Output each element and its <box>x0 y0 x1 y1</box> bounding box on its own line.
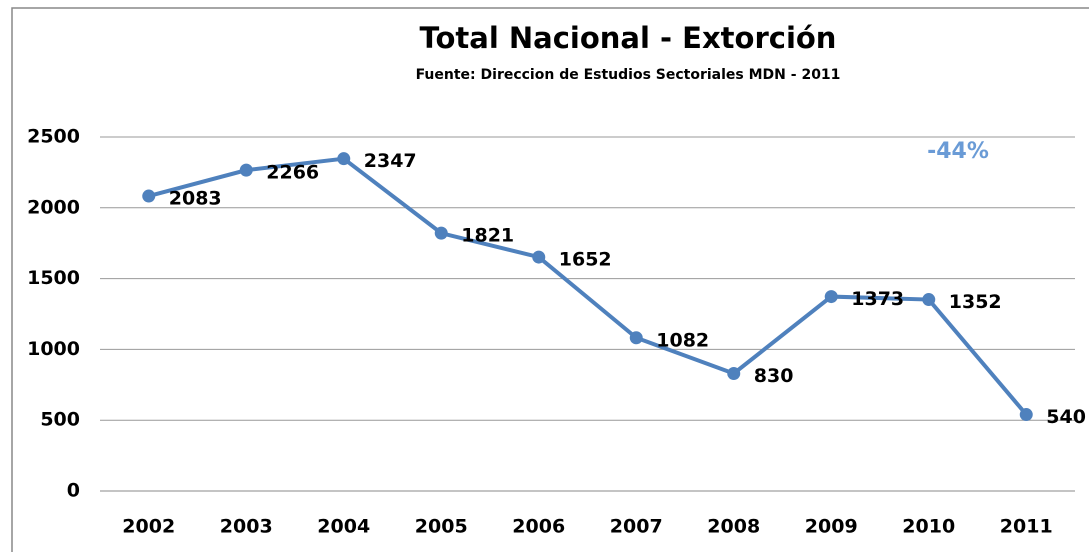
x-tick-label: 2003 <box>220 516 273 538</box>
data-label: 2083 <box>169 188 222 210</box>
y-tick-label: 0 <box>67 480 80 502</box>
point <box>629 331 643 345</box>
x-tick-label: 2005 <box>415 516 468 538</box>
y-tick-label: 2000 <box>27 196 80 218</box>
chart-frame <box>11 7 1089 552</box>
point <box>727 366 741 380</box>
line <box>148 156 1028 416</box>
point <box>824 290 838 304</box>
annotation: -44% <box>927 139 989 164</box>
point <box>532 250 546 264</box>
y-tick-label: 500 <box>40 409 80 431</box>
point <box>337 152 351 166</box>
data-label: 540 <box>1046 406 1086 428</box>
data-label: 830 <box>754 365 794 387</box>
point <box>434 226 448 240</box>
chart-title: Total Nacional - Extorción <box>420 21 837 55</box>
y-tick-label: 1500 <box>27 267 80 289</box>
x-tick-label: 2009 <box>805 516 858 538</box>
x-tick-label: 2002 <box>122 516 175 538</box>
x-tick-label: 2007 <box>610 516 663 538</box>
data-label: 1821 <box>461 225 514 247</box>
y-tick-label: 1000 <box>27 338 80 360</box>
y-tick-label: 2500 <box>27 126 80 148</box>
x-tick-label: 2011 <box>1000 516 1053 538</box>
x-tick-label: 2004 <box>317 516 370 538</box>
chart-subtitle: Fuente: Direccion de Estudios Sectoriale… <box>416 67 841 83</box>
point <box>239 163 253 177</box>
point <box>142 189 156 203</box>
point <box>1019 408 1033 422</box>
data-label: 1652 <box>559 249 612 271</box>
x-tick-label: 2006 <box>512 516 565 538</box>
x-tick-label: 2010 <box>902 516 955 538</box>
point <box>922 293 936 307</box>
x-tick-label: 2008 <box>707 516 760 538</box>
data-label: 1373 <box>851 288 904 310</box>
data-label: 1082 <box>656 329 709 351</box>
data-label: 2266 <box>266 162 319 184</box>
data-label: 1352 <box>949 291 1002 313</box>
data-label: 2347 <box>364 150 417 172</box>
